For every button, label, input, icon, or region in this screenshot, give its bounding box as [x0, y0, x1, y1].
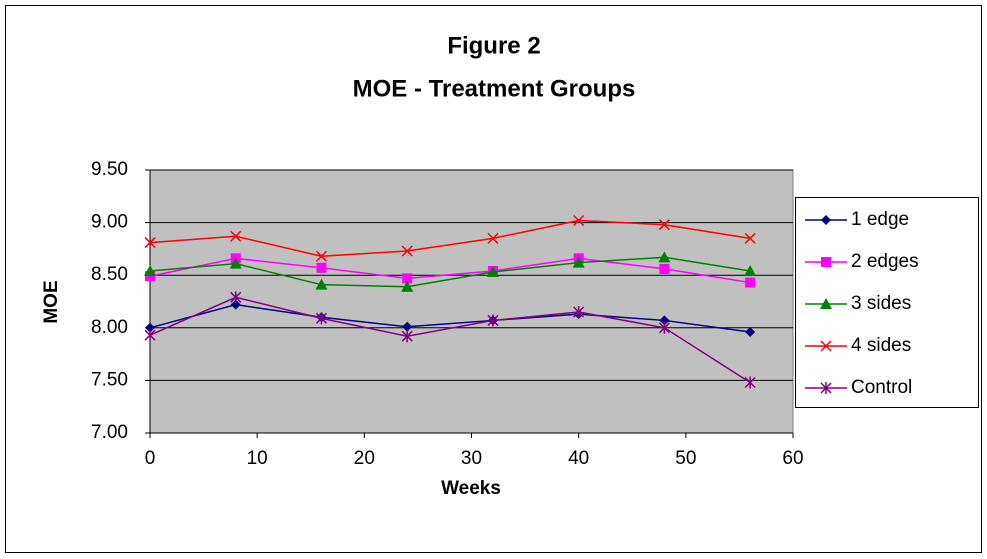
- marker: [145, 271, 155, 282]
- marker: [402, 321, 413, 332]
- x-tick-label: 0: [145, 448, 156, 469]
- x-axis-label: Weeks: [441, 478, 501, 499]
- y-tick-label: 7.50: [91, 369, 128, 390]
- marker: [144, 237, 156, 249]
- marker: [145, 322, 155, 333]
- marker: [487, 314, 499, 327]
- series-line: [149, 257, 751, 284]
- marker: [401, 280, 414, 292]
- marker: [230, 291, 242, 304]
- marker: [658, 251, 671, 263]
- marker: [658, 219, 670, 231]
- chart-subtitle: MOE - Treatment Groups: [353, 75, 636, 102]
- x-tick-label: 40: [568, 448, 589, 469]
- legend-label: 1 edge: [851, 209, 909, 230]
- marker: [316, 262, 327, 273]
- marker: [487, 232, 499, 244]
- marker: [821, 257, 831, 267]
- marker: [744, 376, 756, 389]
- x-tick-label: 30: [461, 448, 482, 469]
- marker: [659, 263, 670, 274]
- marker: [486, 266, 499, 278]
- series-line: [149, 256, 751, 288]
- legend-label: 3 sides: [851, 293, 911, 314]
- marker: [659, 315, 670, 326]
- series-line: [149, 303, 751, 333]
- marker: [144, 329, 156, 342]
- marker: [820, 382, 832, 394]
- y-tick-label: 8.00: [91, 317, 128, 338]
- marker: [573, 306, 585, 319]
- marker: [820, 298, 832, 309]
- y-tick-label: 7.00: [91, 422, 128, 443]
- marker: [744, 232, 756, 244]
- marker: [821, 215, 831, 225]
- plot-area: [149, 169, 794, 434]
- legend-label: 2 edges: [851, 251, 919, 272]
- marker: [820, 340, 832, 352]
- marker: [745, 277, 756, 288]
- marker: [315, 250, 327, 262]
- y-tick-label: 9.00: [91, 212, 128, 233]
- marker: [402, 273, 413, 284]
- marker: [573, 214, 585, 227]
- marker: [572, 256, 585, 268]
- chart-title: Figure 2: [447, 32, 540, 59]
- marker: [144, 264, 156, 276]
- marker: [401, 245, 413, 257]
- marker: [230, 230, 242, 242]
- marker: [230, 299, 241, 310]
- x-tick-label: 20: [354, 448, 375, 469]
- legend-label: 4 sides: [851, 335, 911, 356]
- x-tick-label: 10: [247, 448, 268, 469]
- marker: [744, 264, 757, 276]
- marker: [658, 321, 670, 334]
- marker: [745, 327, 756, 338]
- series-line: [149, 296, 751, 384]
- marker: [315, 312, 327, 325]
- marker: [401, 330, 413, 343]
- marker: [229, 257, 242, 269]
- x-tick-label: 50: [675, 448, 696, 469]
- marker: [315, 278, 328, 290]
- series-line: [149, 219, 751, 258]
- y-axis-label: MOE: [41, 280, 62, 323]
- x-tick-label: 60: [782, 448, 803, 469]
- y-tick-label: 9.50: [91, 159, 128, 180]
- y-tick-label: 8.50: [91, 264, 128, 285]
- legend-label: Control: [851, 377, 912, 398]
